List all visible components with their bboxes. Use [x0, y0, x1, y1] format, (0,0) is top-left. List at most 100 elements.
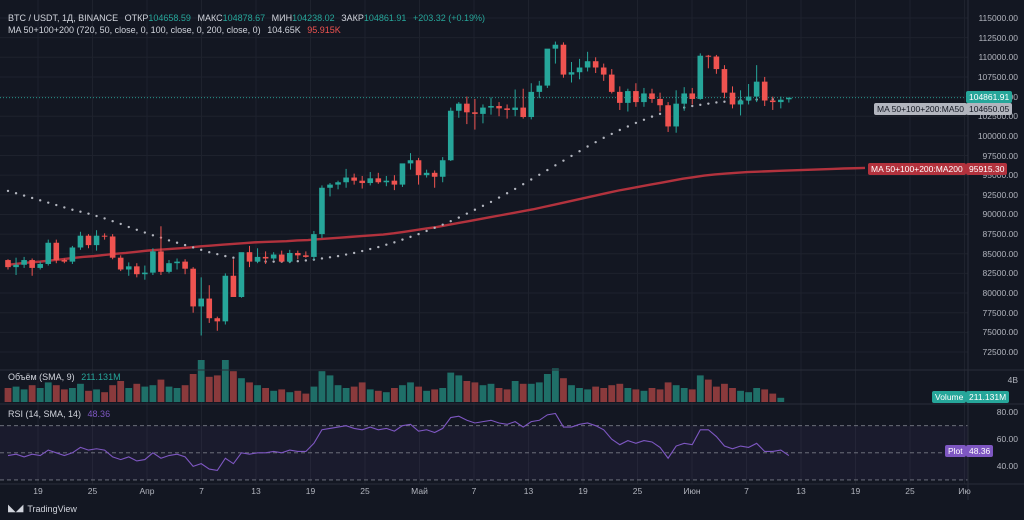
ma50-point [200, 248, 203, 252]
volume-bar [624, 388, 632, 402]
time-tick: Ию [958, 486, 971, 496]
candle-body [182, 261, 188, 269]
ma50-point [433, 226, 436, 230]
candle-body [69, 247, 76, 262]
brand-name: TradingView [27, 503, 77, 514]
candle-body [512, 107, 518, 110]
legend-volume-value: 211.131M [81, 372, 121, 382]
volume-bar [640, 390, 648, 402]
volume-bar [439, 388, 447, 402]
volume-bar [181, 385, 189, 402]
volume-bar [543, 374, 551, 402]
volume-bar [399, 385, 406, 402]
rsi-series [7, 412, 790, 472]
volume-bar [125, 388, 133, 402]
volume-bar [262, 388, 269, 402]
candle-body [552, 44, 559, 49]
candle-body [125, 266, 132, 270]
legend-volume-title[interactable]: Объём (SMA, 9) [8, 372, 75, 382]
time-tick: 13 [251, 486, 261, 496]
volume-axis[interactable]: 4B [970, 370, 1024, 404]
price-tick: 112500.00 [978, 32, 1018, 43]
candle-body [278, 254, 285, 262]
ma50-point [473, 208, 477, 211]
volume-bar [656, 389, 664, 402]
ma50-point [642, 118, 646, 121]
candle-body [520, 107, 526, 118]
volume-price-tag: 211.131M [966, 391, 1010, 403]
price-tick: 110000.00 [978, 52, 1018, 63]
candle-body [327, 184, 333, 188]
candle-body [351, 177, 357, 181]
volume-bar [745, 392, 752, 402]
volume-bar [777, 397, 785, 402]
volume-bar [503, 389, 511, 402]
ma50-point [63, 206, 66, 209]
volume-bar [278, 389, 286, 402]
rsi-axis[interactable]: 80.00 60.00 40.00 [970, 404, 1024, 484]
legend-ma[interactable]: MA 50+100+200 (720, 50, close, 0, 100, c… [8, 25, 345, 35]
candle-body [568, 72, 575, 75]
ma50-point [216, 252, 219, 256]
volume-bar [358, 382, 366, 402]
legend-ma50-value: 104.65K [267, 25, 301, 35]
tradingview-logo[interactable]: ◣◢ TradingView [8, 503, 77, 514]
time-axis[interactable]: 19 25 Апр 7 13 19 25 Май 7 13 19 25 Июн 7 13 19 25 Ию [0, 484, 971, 498]
ma50-point [425, 229, 428, 233]
ma50-point [522, 183, 525, 186]
candle-body [295, 252, 301, 256]
candle-body [198, 298, 204, 307]
price-tick: 100000.00 [977, 130, 1018, 141]
volume-bar [479, 385, 487, 402]
legend-volume[interactable]: Объём (SMA, 9) 211.131M [8, 372, 125, 382]
volume-bar [230, 371, 237, 402]
legend-ma-title[interactable]: MA 50+100+200 (720, 50, close, 0, 100, c… [8, 25, 261, 35]
price-tick: 85000.00 [982, 248, 1018, 259]
volume-bar [12, 386, 20, 402]
volume-bar [495, 388, 503, 402]
ma50-point [715, 101, 718, 104]
volume-label-tag: Volume [932, 391, 967, 403]
volume-bar [688, 389, 696, 402]
volume-bar [254, 385, 261, 402]
price-tick: 77500.00 [982, 307, 1018, 318]
price-axis[interactable]: 115000.00112500.00110000.00107500.001050… [970, 0, 1024, 370]
ma50-point [175, 241, 179, 244]
volume-bar [366, 389, 374, 402]
ma50-point [369, 247, 372, 251]
volume-bar [133, 383, 141, 402]
candle-body [37, 263, 43, 268]
time-tick: 25 [360, 486, 370, 496]
volume-bar [36, 388, 44, 402]
candle-body [134, 266, 140, 275]
legend-rsi-value: 48.36 [87, 409, 111, 419]
candle-body [576, 67, 583, 73]
legend-change: +203.32 (+0.19%) [412, 13, 486, 23]
ma50-point [208, 250, 211, 254]
legend-rsi-title[interactable]: RSI (14, SMA, 14) [8, 409, 82, 419]
ma50-point [554, 164, 557, 167]
candle-body [447, 110, 454, 161]
volume-bar [592, 386, 600, 402]
candle-body [359, 180, 365, 184]
volume-bar [205, 376, 213, 402]
legend-rsi[interactable]: RSI (14, SMA, 14) 48.36 [8, 409, 114, 419]
ma50-point [401, 238, 404, 241]
legend-low: 104238.02 [292, 13, 335, 23]
ma50-point [538, 173, 541, 176]
ma50-point [272, 260, 275, 263]
price-tick: 102500.00 [977, 111, 1018, 122]
legend-symbol[interactable]: BTC / USDT, 1Д, BINANCE [8, 13, 119, 23]
time-tick: 25 [905, 486, 915, 496]
candle-body [697, 55, 704, 99]
candle-body [158, 251, 164, 272]
volume-bar [608, 385, 616, 402]
candle-body [713, 56, 720, 70]
candle-body [633, 91, 639, 103]
ma50-point [481, 204, 485, 208]
volume-bar [117, 381, 125, 402]
volume-bar [141, 386, 149, 402]
volume-bar [149, 385, 157, 402]
ma50-point [361, 249, 364, 253]
